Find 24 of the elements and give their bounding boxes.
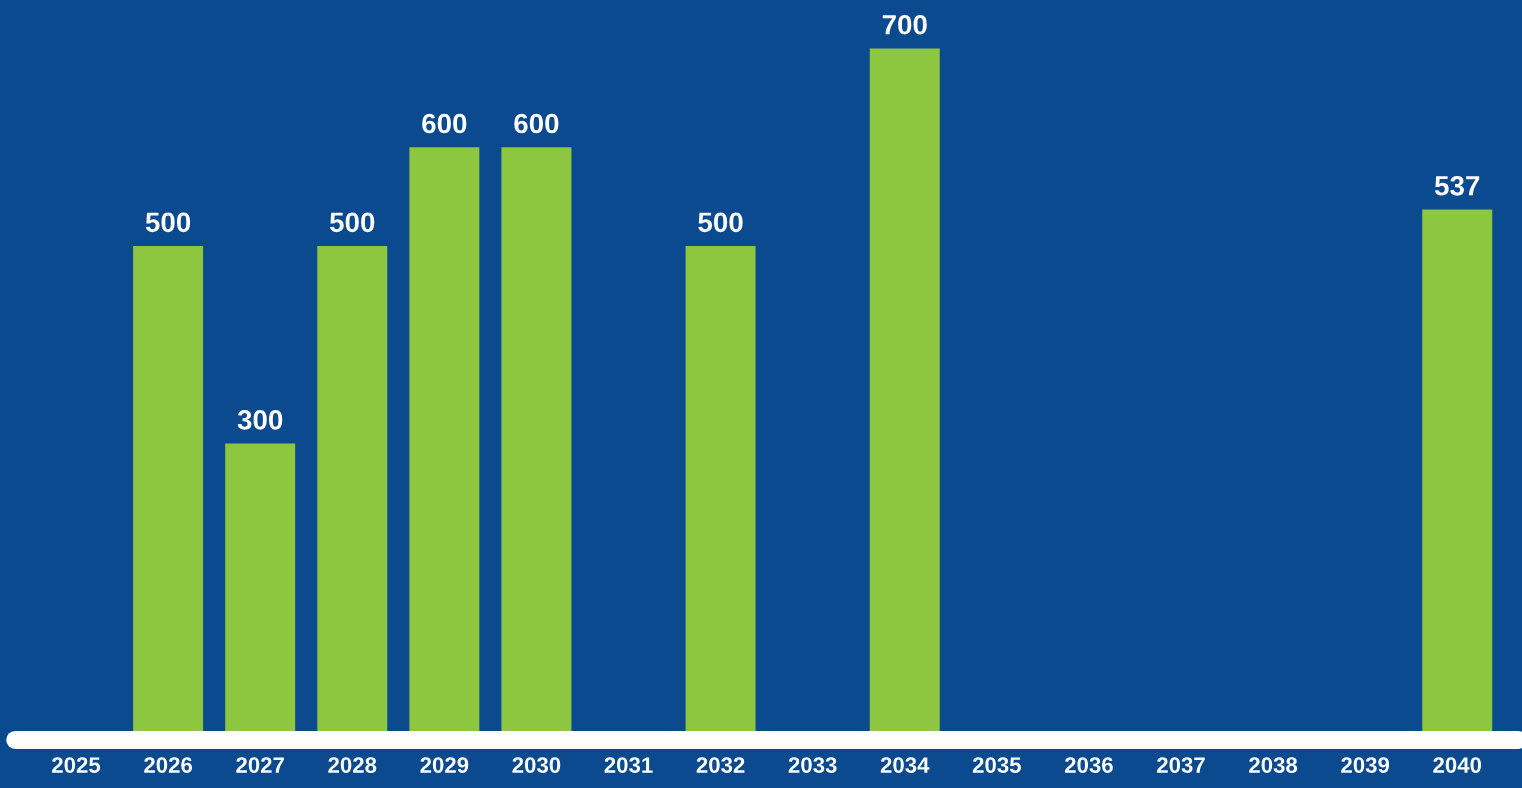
x-tick-label: 2028: [328, 757, 377, 773]
data-label: 600: [514, 113, 559, 134]
x-tick-label: 2031: [604, 757, 653, 773]
x-tick-label: 2025: [52, 757, 101, 773]
x-tick-label: 2032: [696, 757, 745, 773]
data-label: 600: [422, 113, 467, 134]
x-tick-label: 2030: [512, 757, 561, 773]
data-label: 500: [145, 212, 191, 233]
x-tick-label: 2036: [1064, 757, 1113, 773]
data-label: 300: [237, 410, 283, 430]
x-tick-label: 2040: [1433, 757, 1482, 773]
x-tick-label: 2026: [144, 757, 193, 773]
x-tick-label: 2034: [880, 757, 930, 773]
data-label: 500: [698, 212, 743, 233]
x-tick-label: 2037: [1157, 757, 1205, 773]
x-tick-label: 2035: [972, 757, 1021, 773]
x-tick-label: 2027: [236, 757, 284, 773]
x-tick-label: 2029: [420, 757, 469, 773]
x-tick-label: 2039: [1341, 757, 1390, 773]
x-tick-label: 2038: [1249, 757, 1298, 773]
data-label: 700: [882, 14, 927, 35]
x-tick-label: 2033: [788, 757, 837, 773]
data-label: 500: [329, 212, 375, 233]
data-label: 537: [1434, 175, 1480, 196]
